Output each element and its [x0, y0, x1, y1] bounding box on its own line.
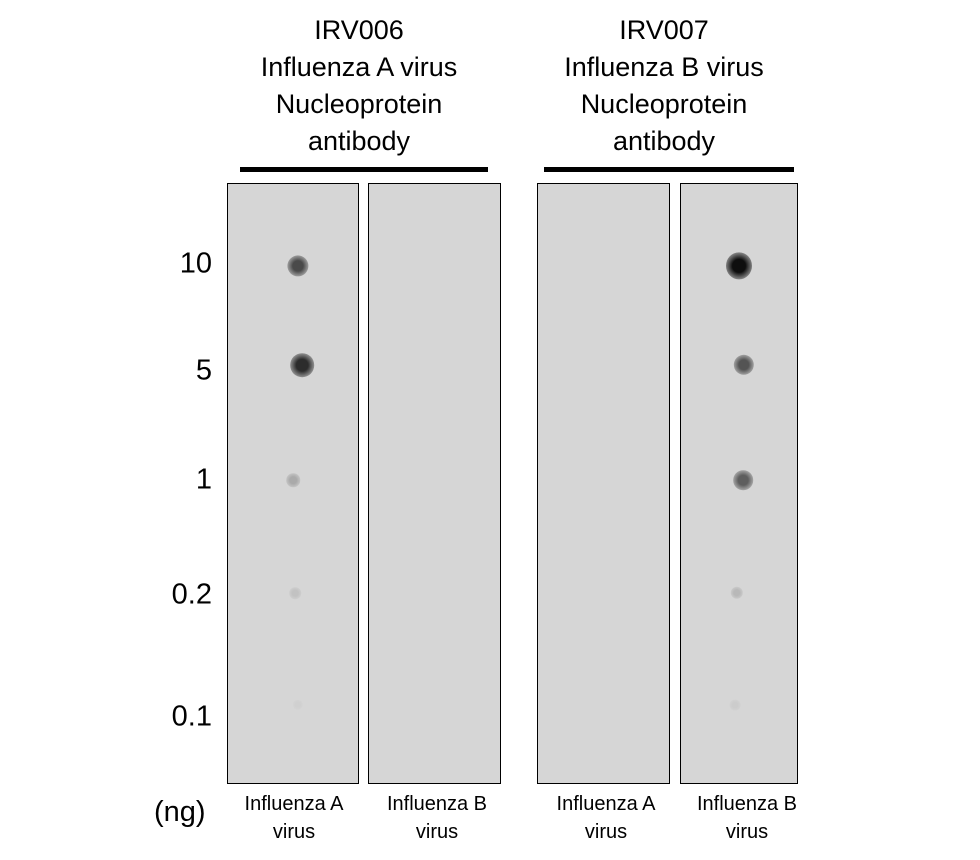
group-bracket-irv007	[544, 167, 794, 172]
group-title-irv007: IRV007 Influenza B virus Nucleoprotein a…	[524, 12, 804, 160]
lane-label-line: Influenza B	[696, 793, 798, 815]
membrane-panel	[227, 183, 359, 784]
amount-label: 10	[179, 247, 212, 280]
lane-label-line: virus	[272, 821, 316, 843]
blot-spot	[730, 586, 744, 600]
group-title-irv006: IRV006 Influenza A virus Nucleoprotein a…	[219, 12, 499, 160]
group-bracket-irv006	[240, 167, 488, 172]
group-title-line: antibody	[612, 126, 716, 156]
lane-label-line: virus	[725, 821, 769, 843]
lane-label: Influenza B virus	[678, 790, 816, 846]
blot-spot	[287, 255, 309, 277]
lane-label: Influenza A virus	[537, 790, 675, 846]
blot-spot	[729, 699, 741, 711]
group-title-line: Nucleoprotein	[275, 89, 443, 119]
group-title-line: IRV006	[314, 15, 404, 45]
lane-label-line: Influenza B	[386, 793, 488, 815]
amount-label: 0.2	[171, 578, 212, 611]
lane-label: Influenza A virus	[225, 790, 363, 846]
group-title-line: Nucleoprotein	[580, 89, 748, 119]
blot-spot	[733, 470, 753, 490]
membrane-panel	[680, 183, 798, 784]
group-title-line: Influenza A virus	[260, 52, 458, 82]
lane-label-line: Influenza A	[556, 793, 656, 815]
lane-label: Influenza B virus	[368, 790, 506, 846]
group-title-line: antibody	[307, 126, 411, 156]
lane-label-line: virus	[415, 821, 459, 843]
amount-label: 0.1	[171, 700, 212, 733]
membrane-panel	[368, 183, 501, 784]
membrane-panel	[537, 183, 670, 784]
blot-spot	[290, 353, 314, 377]
amount-label: 5	[195, 354, 212, 387]
blot-spot	[292, 699, 304, 711]
blot-spot	[733, 354, 755, 376]
group-title-line: Influenza B virus	[564, 52, 764, 82]
blot-spot	[726, 252, 752, 280]
lane-label-line: virus	[584, 821, 628, 843]
blot-spot	[286, 473, 300, 487]
lane-label-line: Influenza A	[244, 793, 344, 815]
group-title-line: IRV007	[619, 15, 709, 45]
amount-label: 1	[195, 463, 212, 496]
unit-label: (ng)	[154, 796, 206, 828]
blot-spot	[289, 587, 301, 599]
